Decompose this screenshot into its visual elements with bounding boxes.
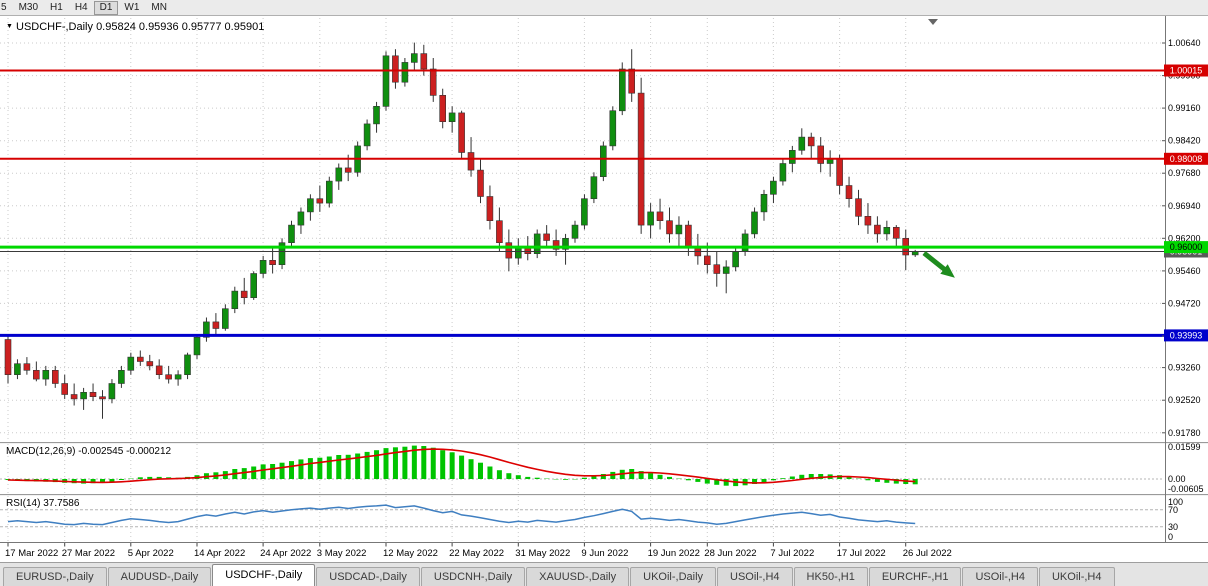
- macd-name: MACD(12,26,9): [6, 446, 76, 457]
- rsi-name: RSI(14): [6, 498, 41, 509]
- chart-tab-usdchf-daily[interactable]: USDCHF-,Daily: [212, 564, 316, 586]
- svg-text:12 May 2022: 12 May 2022: [383, 548, 438, 559]
- timeframe-toolbar: 5 M30 H1 H4 D1 W1 MN: [0, 0, 1208, 16]
- chart-tab-eurusd-daily[interactable]: EURUSD-,Daily: [3, 567, 107, 586]
- svg-text:0.96000: 0.96000: [1170, 242, 1203, 252]
- svg-text:0.91780: 0.91780: [1168, 428, 1201, 438]
- price-axis: 1.006400.999000.991600.984200.976800.969…: [1162, 38, 1208, 542]
- chart-canvas[interactable]: 1.006400.999000.991600.984200.976800.969…: [0, 16, 1208, 562]
- svg-text:26 Jul 2022: 26 Jul 2022: [903, 548, 952, 559]
- macd-signal-line: [7, 448, 916, 484]
- svg-text:70: 70: [1168, 505, 1178, 515]
- svg-text:5 Apr 2022: 5 Apr 2022: [128, 548, 174, 559]
- svg-text:0.92520: 0.92520: [1168, 395, 1201, 405]
- svg-text:0.99160: 0.99160: [1168, 103, 1201, 113]
- chart-tab-hk50-h1[interactable]: HK50-,H1: [793, 567, 868, 586]
- symbol-tabs-bar: EURUSD-,Daily AUDUSD-,Daily USDCHF-,Daily U…: [0, 562, 1208, 586]
- svg-text:31 May 2022: 31 May 2022: [515, 548, 570, 559]
- symbol-dropdown-triangle-icon: ▼: [6, 23, 13, 30]
- low-value: 0.95777: [181, 21, 222, 33]
- svg-text:0.93260: 0.93260: [1168, 363, 1201, 373]
- chart-tab-usdcnh-daily[interactable]: USDCNH-,Daily: [420, 567, 526, 586]
- chart-tab-eurchf-h1[interactable]: EURCHF-,H1: [868, 567, 962, 586]
- svg-text:28 Jun 2022: 28 Jun 2022: [704, 548, 756, 559]
- high-value: 0.95936: [138, 21, 179, 33]
- svg-text:0.93993: 0.93993: [1170, 330, 1203, 340]
- chart-tab-usdcad-daily[interactable]: USDCAD-,Daily: [316, 567, 420, 586]
- svg-text:-0.00605: -0.00605: [1168, 484, 1204, 494]
- svg-text:17 Jul 2022: 17 Jul 2022: [837, 548, 886, 559]
- horizontal-level-lines[interactable]: [0, 69, 1164, 337]
- svg-text:14 Apr 2022: 14 Apr 2022: [194, 548, 245, 559]
- svg-text:3 May 2022: 3 May 2022: [317, 548, 367, 559]
- chart-tab-usoil-h4[interactable]: USOil-,H4: [962, 567, 1038, 586]
- svg-text:0: 0: [1168, 532, 1173, 542]
- open-value: 0.95824: [96, 21, 136, 33]
- svg-text:0.96200: 0.96200: [1168, 233, 1201, 243]
- macd-values: -0.002545 -0.000212: [78, 446, 172, 457]
- svg-text:1.00015: 1.00015: [1170, 66, 1203, 76]
- chart-tab-ukoil-daily[interactable]: UKOil-,Daily: [630, 567, 717, 586]
- timeframe-button-D1[interactable]: D1: [93, 0, 119, 15]
- chart-tab-xauusd-daily[interactable]: XAUUSD-,Daily: [526, 567, 630, 586]
- chart-area[interactable]: 1.006400.999000.991600.984200.976800.969…: [0, 16, 1208, 562]
- date-axis: 17 Mar 2022 27 Mar 2022 5 Apr 2022 14 Apr 2…: [5, 548, 952, 559]
- svg-text:17 Mar 2022: 17 Mar 2022: [5, 548, 58, 559]
- chart-tab-ukoil-h4[interactable]: UKOil-,H4: [1038, 567, 1115, 586]
- timeframe-button-MN[interactable]: MN: [145, 1, 173, 15]
- grid-lines: [0, 18, 1164, 547]
- macd-indicator-label: MACD(12,26,9) -0.002545 -0.000212: [6, 446, 171, 457]
- svg-text:0.98008: 0.98008: [1170, 154, 1203, 164]
- rsi-value: 37.7586: [43, 498, 80, 509]
- svg-text:24 Apr 2022: 24 Apr 2022: [260, 548, 311, 559]
- chart-tab-audusd-daily[interactable]: AUDUSD-,Daily: [107, 567, 212, 586]
- svg-text:19 Jun 2022: 19 Jun 2022: [648, 548, 700, 559]
- svg-text:0.01599: 0.01599: [1168, 442, 1201, 452]
- svg-text:0.98420: 0.98420: [1168, 136, 1201, 146]
- close-value: 0.95901: [224, 21, 265, 33]
- svg-text:1.00640: 1.00640: [1168, 38, 1201, 48]
- timeframe-button-H4[interactable]: H4: [69, 1, 94, 15]
- chart-symbol-ohlc-line: ▼ USDCHF-,Daily 0.95824 0.95936 0.95777 …: [6, 21, 264, 33]
- svg-text:30: 30: [1168, 522, 1178, 532]
- timeframe-button-W1[interactable]: W1: [118, 1, 145, 15]
- down-trend-arrow-icon[interactable]: [922, 251, 955, 278]
- svg-text:0.00: 0.00: [1168, 474, 1186, 484]
- timeframe-button-M30[interactable]: M30: [13, 1, 44, 15]
- timeframe-button-H1[interactable]: H1: [44, 1, 69, 15]
- rsi-line: [7, 504, 916, 526]
- timeframe-button-5[interactable]: 5: [0, 1, 13, 15]
- chart-shift-marker-icon[interactable]: [928, 19, 938, 25]
- svg-text:0.96940: 0.96940: [1168, 201, 1201, 211]
- svg-text:0.94720: 0.94720: [1168, 298, 1201, 308]
- svg-text:0.95460: 0.95460: [1168, 266, 1201, 276]
- candlesticks: [4, 42, 919, 419]
- svg-text:100: 100: [1168, 497, 1183, 507]
- chart-tab-usoil-h4[interactable]: USOil-,H4: [717, 567, 793, 586]
- svg-text:9 Jun 2022: 9 Jun 2022: [581, 548, 628, 559]
- svg-text:0.97680: 0.97680: [1168, 168, 1201, 178]
- panel-separators: [0, 16, 1208, 543]
- svg-text:27 Mar 2022: 27 Mar 2022: [62, 548, 115, 559]
- symbol-name: USDCHF-,Daily: [16, 21, 93, 33]
- svg-text:7 Jul 2022: 7 Jul 2022: [770, 548, 814, 559]
- rsi-indicator-label: RSI(14) 37.7586: [6, 498, 79, 509]
- svg-text:22 May 2022: 22 May 2022: [449, 548, 504, 559]
